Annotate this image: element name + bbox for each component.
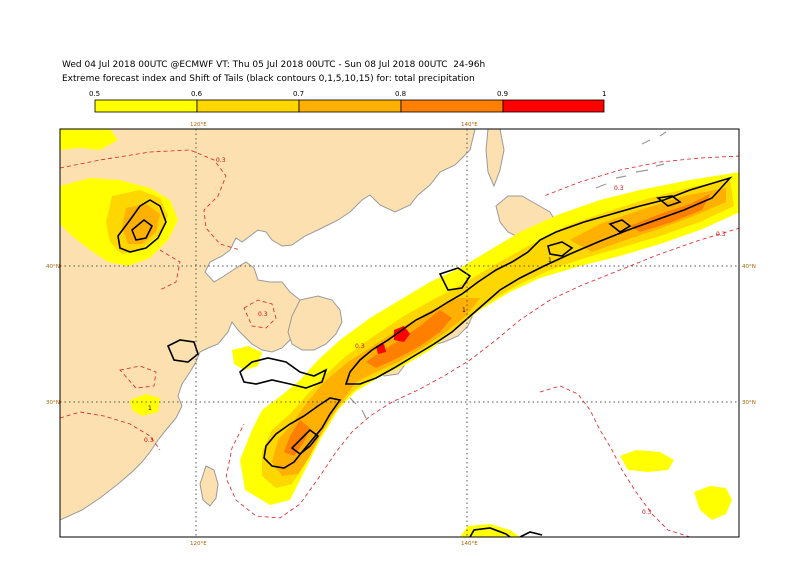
dash-label-1: 0.3 — [614, 185, 624, 192]
minor-coastlines — [349, 131, 667, 419]
dash-contour-5 — [60, 411, 161, 451]
sot-contour-south2 — [290, 428, 320, 456]
efi-orange-mid — [272, 298, 480, 476]
lat-label-right-40: 40°N — [742, 264, 756, 270]
sot-contour-sea — [239, 357, 328, 389]
sot-contour-honshu — [438, 267, 472, 291]
dash-label-3: 0.3 — [355, 343, 365, 350]
sot-contour-japan — [344, 176, 733, 385]
efi-yellow-se2 — [694, 486, 732, 520]
efi-yellow-se1 — [620, 450, 674, 472]
lat-label-left-30: 30°N — [46, 400, 60, 406]
chart-title-line1: Wed 04 Jul 2018 00UTC @ECMWF VT: Thu 05 … — [62, 60, 486, 70]
sot-contour-bottom2 — [519, 531, 543, 537]
dash-contour-1 — [60, 149, 241, 251]
graticule — [60, 129, 739, 537]
dash-contour-8 — [159, 249, 181, 291]
dash-contour-3 — [543, 155, 739, 197]
land-taiwan — [199, 465, 219, 507]
sot-contour-bottom — [469, 527, 511, 537]
lon-label-top-140: 140°E — [461, 122, 478, 128]
efi-orange-nw — [122, 204, 160, 244]
dash-label-2: 0.3 — [716, 231, 726, 238]
efi-yellow-china1 — [232, 346, 262, 370]
efi-darkorange-3 — [284, 420, 310, 456]
land-korea — [287, 295, 343, 351]
lon-label-top-120: 120°E — [190, 122, 207, 128]
dash-label-6: 0.3 — [258, 311, 268, 318]
dash-contour-7 — [119, 365, 157, 389]
efi-yellow-china2 — [130, 394, 160, 416]
efi-red-1 — [394, 326, 410, 342]
dash-contour-4 — [539, 385, 691, 537]
sot-contour-kuril3 — [656, 195, 682, 207]
efi-yellow-nw-top — [60, 129, 118, 150]
lon-label-bottom-140: 140°E — [461, 541, 478, 547]
dash-label-4: 0.3 — [144, 437, 154, 444]
efi-yellow-main — [240, 172, 739, 505]
dash-contour-2 — [225, 227, 739, 519]
sot-contour-nw — [117, 199, 167, 253]
sot-contour-china — [166, 339, 199, 363]
sot-contour-south — [263, 397, 342, 469]
lon-label-bottom-120: 120°E — [190, 541, 207, 547]
dash-contour-6 — [243, 299, 277, 329]
dash-label-5: 0.3 — [642, 509, 652, 516]
dash-label-0: 0.3 — [216, 157, 226, 164]
efi-03-contours — [60, 149, 739, 537]
map-frame — [59, 128, 740, 538]
sot-contour-kuril2 — [608, 219, 632, 233]
lat-label-left-40: 40°N — [46, 264, 60, 270]
sot-label-1: 1 — [462, 307, 466, 314]
lat-label-right-30: 30°N — [742, 400, 756, 406]
sot-label-2: 1 — [148, 405, 152, 412]
chart-title-line2: Extreme forecast index and Shift of Tail… — [62, 74, 475, 84]
sot-contours — [117, 176, 733, 537]
land-sakhalin — [485, 129, 505, 188]
efi-darkorange-1 — [366, 310, 452, 368]
sot-contour-kuril — [547, 241, 574, 257]
sot-label-0: 1 — [548, 257, 552, 264]
sot-contour-nw2 — [131, 218, 154, 241]
